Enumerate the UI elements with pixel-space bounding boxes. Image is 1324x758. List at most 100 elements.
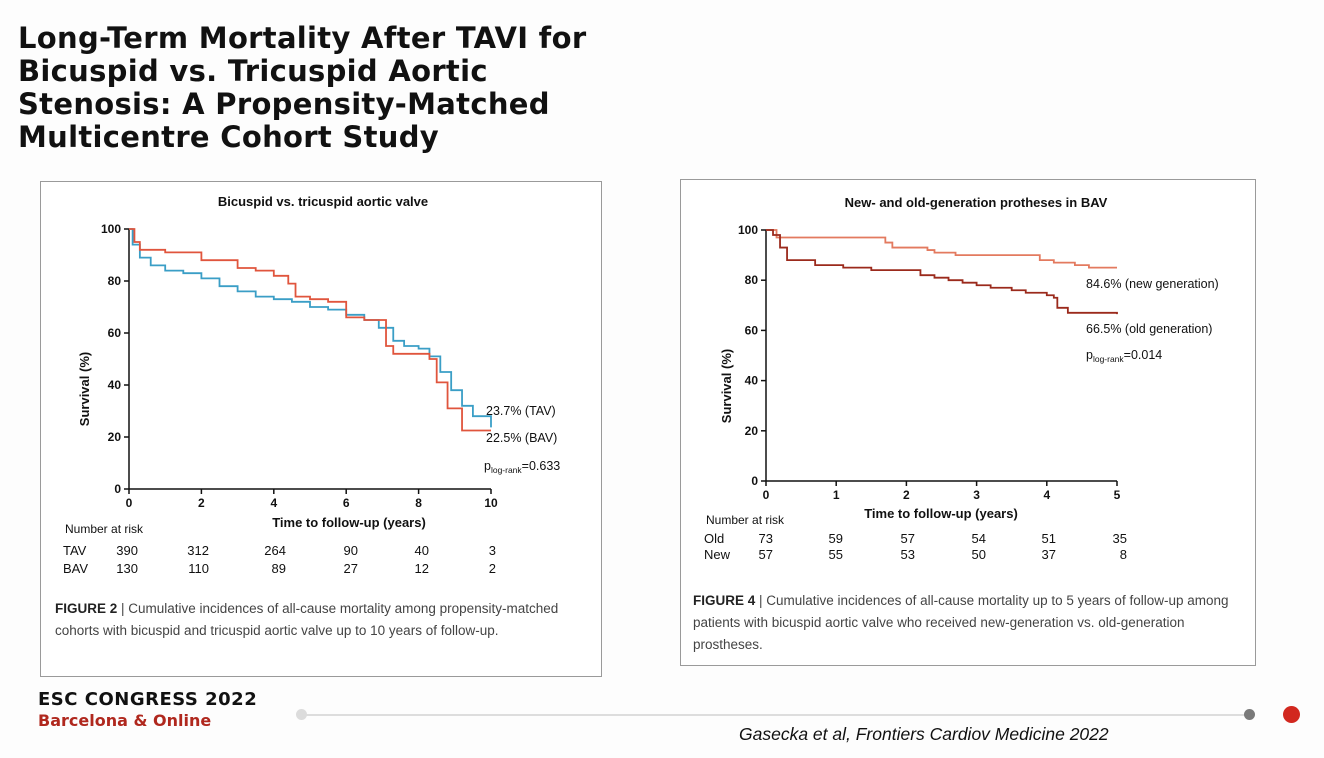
x-tick-label: 4 <box>270 496 277 510</box>
y-tick-label: 40 <box>745 374 759 388</box>
y-tick-label: 0 <box>114 482 121 496</box>
y-axis-label: Survival (%) <box>719 349 734 423</box>
figure-4-caption: FIGURE 4 | Cumulative incidences of all-… <box>693 590 1233 656</box>
progress-end-dot <box>1283 706 1300 723</box>
p-value-label: plog-rank=0.633 <box>484 459 560 475</box>
caption-text: | Cumulative incidences of all-cause mor… <box>55 601 559 638</box>
tav-end-label: 23.7% (TAV) <box>486 404 556 418</box>
brand-line-2: Barcelona & Online <box>38 711 212 730</box>
y-axis-label: Survival (%) <box>77 352 92 426</box>
risk-value: 57 <box>759 547 773 562</box>
axes: 0 20 40 60 80 100 0 2 4 6 8 10 <box>101 222 498 510</box>
y-tick-label: 20 <box>108 430 122 444</box>
risk-value: 73 <box>759 531 773 546</box>
risk-table: Old 73 59 57 54 51 35 New 57 55 53 50 37 8 <box>704 531 1127 562</box>
y-tick-label: 100 <box>738 223 758 237</box>
risk-value: 130 <box>116 561 138 576</box>
survival-line-bav <box>129 228 491 432</box>
risk-value: 53 <box>901 547 915 562</box>
x-tick-label: 0 <box>126 496 133 510</box>
brand-line-1: ESC CONGRESS 2022 <box>38 689 258 710</box>
risk-value: 27 <box>344 561 358 576</box>
figure-4-panel: New- and old-generation protheses in BAV… <box>680 179 1256 666</box>
x-tick-label: 0 <box>763 488 770 502</box>
figure-2-panel: Bicuspid vs. tricuspid aortic valve 0 20 4… <box>40 181 602 677</box>
risk-value: 2 <box>489 561 496 576</box>
chart-title: Bicuspid vs. tricuspid aortic valve <box>218 194 428 209</box>
p-subscript: log-rank <box>1093 354 1124 364</box>
slide-title-line: Long-Term Mortality After TAVI for <box>18 21 587 55</box>
p-prefix: p <box>484 459 491 473</box>
risk-value: 12 <box>415 561 429 576</box>
risk-value: 89 <box>272 561 286 576</box>
bav-end-label: 22.5% (BAV) <box>486 431 557 445</box>
progress-current-dot <box>1244 709 1255 720</box>
p-value-label: plog-rank=0.014 <box>1086 348 1162 364</box>
slide-title-line: Stenosis: A Propensity-Matched <box>18 87 550 121</box>
risk-value: 3 <box>489 543 496 558</box>
risk-value: 312 <box>187 543 209 558</box>
risk-table: TAV 390 312 264 90 40 3 BAV 130 110 89 27 12 2 <box>63 543 496 576</box>
slide-title-line: Bicuspid vs. Tricuspid Aortic <box>18 54 488 88</box>
risk-value: 59 <box>829 531 843 546</box>
caption-figure-number: FIGURE 2 <box>55 601 118 616</box>
y-tick-label: 20 <box>745 424 759 438</box>
esc-congress-logo: ESC CONGRESS 2022 Barcelona & Online <box>38 689 257 730</box>
risk-value: 40 <box>415 543 429 558</box>
slide-title-line: Multicentre Cohort Study <box>18 120 439 154</box>
y-tick-label: 0 <box>751 474 758 488</box>
risk-row-label: TAV <box>63 543 87 558</box>
figure-4-chart: New- and old-generation protheses in BAV… <box>704 195 1219 562</box>
risk-value: 35 <box>1113 531 1127 546</box>
x-tick-label: 1 <box>833 488 840 502</box>
risk-value: 50 <box>972 547 986 562</box>
risk-value: 51 <box>1042 531 1056 546</box>
x-axis-label: Time to follow-up (years) <box>864 506 1018 521</box>
caption-figure-number: FIGURE 4 <box>693 593 756 608</box>
x-tick-label: 8 <box>415 496 422 510</box>
caption-text: | Cumulative incidences of all-cause mor… <box>693 593 1229 652</box>
p-number: =0.633 <box>522 459 561 473</box>
progress-start-dot <box>296 709 307 720</box>
figure-2-chart: Bicuspid vs. tricuspid aortic valve 0204… <box>63 194 560 576</box>
slide-progress-track <box>300 714 1250 716</box>
p-prefix: p <box>1086 348 1093 362</box>
survival-line-old-generation <box>766 229 1118 315</box>
y-tick-label: 80 <box>108 274 122 288</box>
risk-row-label: New <box>704 547 731 562</box>
x-axis-label: Time to follow-up (years) <box>272 515 426 530</box>
risk-value: 55 <box>829 547 843 562</box>
risk-value: 8 <box>1120 547 1127 562</box>
risk-table-header: Number at risk <box>65 522 144 536</box>
new-generation-end-label: 84.6% (new generation) <box>1086 277 1219 291</box>
y-tick-label: 100 <box>101 222 121 236</box>
p-subscript: log-rank <box>491 465 522 475</box>
series-lines <box>766 229 1118 315</box>
chart-title: New- and old-generation protheses in BAV <box>845 195 1108 210</box>
risk-value: 110 <box>188 561 209 576</box>
risk-value: 90 <box>344 543 358 558</box>
risk-value: 390 <box>116 543 138 558</box>
figure-2-caption: FIGURE 2 | Cumulative incidences of all-… <box>55 598 575 642</box>
x-tick-label: 2 <box>198 496 205 510</box>
citation: Gasecka et al, Frontiers Cardiov Medicin… <box>739 724 1109 744</box>
x-tick-label: 4 <box>1043 488 1050 502</box>
risk-value: 264 <box>264 543 286 558</box>
risk-row-label: Old <box>704 531 724 546</box>
risk-value: 37 <box>1042 547 1056 562</box>
survival-line-new-generation <box>766 229 1117 269</box>
x-tick-label: 10 <box>484 496 498 510</box>
old-generation-end-label: 66.5% (old generation) <box>1086 322 1212 336</box>
risk-table-header: Number at risk <box>706 513 785 527</box>
p-number: =0.014 <box>1124 348 1163 362</box>
survival-line-tav <box>129 228 492 428</box>
y-tick-label: 80 <box>745 273 759 287</box>
axes: 0 20 40 60 80 100 0 1 2 3 4 5 <box>738 223 1121 502</box>
series-lines <box>129 228 492 432</box>
x-tick-label: 2 <box>903 488 910 502</box>
x-tick-label: 6 <box>343 496 350 510</box>
y-tick-label: 60 <box>745 323 759 337</box>
risk-row-label: BAV <box>63 561 88 576</box>
x-tick-label: 3 <box>973 488 980 502</box>
y-tick-label: 60 <box>108 326 122 340</box>
